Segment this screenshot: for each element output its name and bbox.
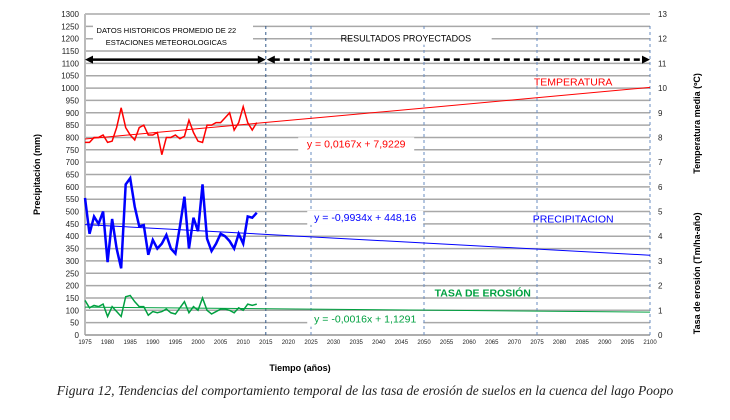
y-tick-label: 150 (66, 294, 80, 303)
y-tick-label: 50 (70, 319, 79, 328)
x-tick-label: 2045 (395, 340, 409, 346)
y-tick-label: 1200 (61, 35, 79, 44)
x-tick-label: 2100 (643, 340, 657, 346)
x-tick-label: 1990 (146, 340, 160, 346)
y-tick-label: 1100 (62, 59, 80, 68)
x-tick-label: 2015 (259, 340, 273, 346)
projected-label: RESULTADOS PROYECTADOS (341, 34, 472, 44)
x-tick-label: 1985 (124, 340, 138, 346)
y-tick-label: 1250 (61, 22, 79, 31)
trendline-1 (84, 224, 651, 256)
x-tick-label: 2055 (440, 340, 454, 346)
figure-caption: Figura 12, Tendencias del comportamiento… (56, 383, 674, 398)
y2-tick-label: 6 (658, 183, 663, 192)
x-tick-label: 2085 (576, 340, 590, 346)
y-tick-label: 400 (66, 232, 80, 241)
series-label: TEMPERATURA (534, 77, 613, 89)
y-axis-title: Precipitación (mm) (32, 134, 42, 215)
series-label: TASA DE EROSIÓN (435, 287, 531, 300)
y-tick-label: 950 (66, 96, 80, 105)
x-tick-label: 2010 (237, 340, 251, 346)
y-tick-label: 750 (66, 146, 80, 155)
arrowhead (266, 55, 275, 64)
y2-axis-title-top: Temperatura media (ºC) (692, 73, 702, 174)
x-tick-label: 2005 (214, 340, 228, 346)
y2-tick-label: 0 (658, 331, 663, 340)
y2-tick-label: 12 (658, 35, 667, 44)
y2-tick-label: 3 (658, 257, 663, 266)
trend-equation: y = -0,0016x + 1,1291 (314, 314, 416, 326)
equation-bg (307, 210, 424, 225)
chart: 0501001502002503003504004505005506006507… (32, 10, 702, 373)
y-tick-label: 1300 (61, 10, 79, 19)
x-tick-label: 2000 (191, 340, 205, 346)
y2-tick-label: 9 (658, 109, 663, 118)
y-tick-label: 1000 (61, 84, 79, 93)
x-tick-label: 1995 (169, 340, 183, 346)
y-tick-label: 350 (66, 245, 80, 254)
historic-label: ESTACIONES METEOROLOGICAS (106, 38, 227, 47)
x-tick-label: 1975 (78, 340, 92, 346)
x-tick-label: 2060 (463, 340, 477, 346)
annotation-bg (351, 30, 492, 45)
y-tick-label: 700 (66, 158, 80, 167)
historic-label: DATOS HISTORICOS PROMEDIO DE 22 (97, 26, 237, 35)
x-tick-label: 2065 (485, 340, 499, 346)
x-tick-label: 2095 (621, 340, 635, 346)
x-tick-label: 2075 (530, 340, 544, 346)
y-tick-label: 500 (66, 208, 80, 217)
y2-tick-label: 7 (658, 158, 663, 167)
y-tick-label: 650 (66, 171, 80, 180)
x-tick-label: 2050 (417, 340, 431, 346)
arrowhead (85, 55, 93, 64)
y-tick-label: 0 (75, 331, 80, 340)
y2-tick-label: 2 (658, 282, 663, 291)
annotation-bg (93, 22, 253, 50)
y-tick-label: 300 (66, 257, 80, 266)
arrowhead (642, 55, 650, 64)
y-tick-label: 450 (66, 220, 80, 229)
x-tick-label: 2030 (327, 340, 341, 346)
x-tick-label: 1980 (101, 340, 115, 346)
y-tick-label: 600 (66, 183, 80, 192)
y2-tick-label: 11 (658, 59, 667, 68)
y2-tick-label: 1 (658, 306, 663, 315)
x-tick-label: 2090 (598, 340, 612, 346)
y-tick-label: 250 (66, 269, 80, 278)
y-tick-label: 200 (66, 282, 80, 291)
y2-tick-label: 13 (658, 10, 667, 19)
y-tick-label: 900 (66, 109, 80, 118)
x-tick-label: 2020 (282, 340, 296, 346)
equation-bg (307, 312, 424, 327)
y-tick-label: 1150 (62, 47, 80, 56)
y2-tick-label: 5 (658, 208, 663, 217)
y-tick-label: 850 (66, 121, 80, 130)
y-tick-label: 1050 (61, 72, 79, 81)
y-tick-label: 100 (66, 306, 80, 315)
x-tick-label: 2040 (372, 340, 386, 346)
y2-tick-label: 4 (658, 232, 663, 241)
equation-bg (298, 137, 415, 152)
y2-tick-label: 8 (658, 133, 663, 142)
y-tick-label: 550 (66, 195, 80, 204)
y2-axis-title-bottom: Tasa de erosión (Tm/ha-año) (692, 212, 702, 334)
x-tick-label: 2070 (508, 340, 522, 346)
x-axis-title: Tiempo (años) (269, 363, 330, 373)
y-tick-label: 800 (66, 133, 80, 142)
trend-equation: y = 0,0167x + 7,9229 (307, 138, 406, 150)
arrowhead (257, 55, 266, 64)
x-tick-label: 2025 (304, 340, 318, 346)
trendline-0 (84, 86, 651, 140)
y2-tick-label: 10 (658, 84, 667, 93)
x-tick-label: 2035 (350, 340, 364, 346)
series-label: PRECIPITACION (533, 214, 614, 226)
trend-equation: y = -0,9934x + 448,16 (314, 212, 416, 224)
x-tick-label: 2080 (553, 340, 567, 346)
